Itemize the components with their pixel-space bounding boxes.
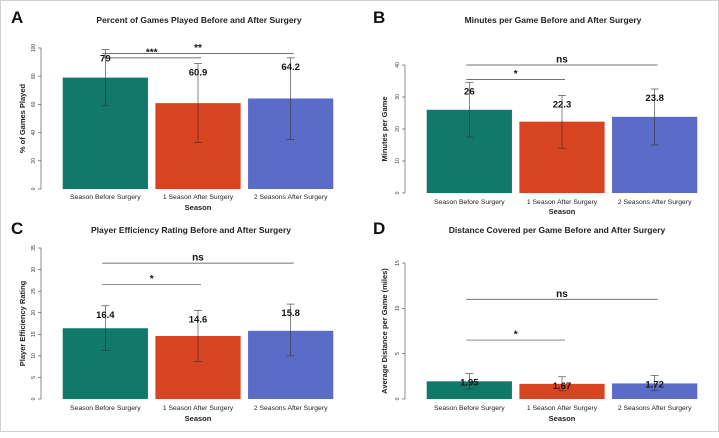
y-tick-label: 60: [31, 101, 37, 107]
data-label: 1.95: [460, 378, 479, 389]
data-label: 16.4: [96, 310, 115, 321]
chart-title: Player Efficiency Rating Before and Afte…: [91, 225, 291, 235]
significance-label: ns: [192, 253, 204, 264]
data-label: 15.8: [281, 308, 300, 319]
bar: [426, 381, 512, 399]
chart-panel-c: C Player Efficiency Rating Before and Aft…: [11, 219, 334, 423]
y-tick-label: 25: [31, 288, 37, 294]
significance-label: **: [194, 43, 202, 54]
y-tick-label: 40: [31, 130, 37, 136]
panel-letter: D: [373, 219, 385, 238]
y-tick-label: 80: [31, 73, 37, 79]
y-tick-label: 20: [395, 126, 401, 132]
x-axis-label: Season: [549, 207, 576, 216]
y-tick-label: 30: [31, 267, 37, 273]
significance-label: *: [514, 69, 518, 80]
data-label: 60.9: [189, 68, 208, 79]
y-tick-label: 100: [31, 44, 37, 53]
panel-letter: A: [11, 8, 23, 27]
chart-title: Distance Covered per Game Before and Aft…: [449, 225, 666, 235]
data-label: 14.6: [189, 315, 208, 326]
y-axis-label: % of Games Played: [18, 83, 27, 153]
category-label: 2 Seasons After Surgery: [618, 405, 692, 412]
y-tick-label: 20: [31, 158, 37, 164]
data-label: 1.67: [553, 381, 572, 392]
data-label: 1.72: [645, 379, 664, 390]
bar: [612, 383, 698, 399]
y-tick-label: 35: [31, 245, 37, 251]
category-label: 2 Seasons After Surgery: [254, 405, 328, 412]
category-label: 2 Seasons After Surgery: [618, 199, 692, 206]
chart-panel-a: A Percent of Games Played Before and Afte…: [11, 8, 334, 212]
chart-panel-d: D Distance Covered per Game Before and Af…: [373, 219, 698, 423]
category-label: Season Before Surgery: [434, 199, 505, 206]
y-axis-label: Player Efficiency Rating: [18, 280, 27, 366]
chart-title: Minutes per Game Before and After Surger…: [465, 15, 642, 25]
significance-label: *: [514, 330, 518, 341]
y-tick-label: 0: [395, 397, 401, 400]
category-label: 2 Seasons After Surgery: [254, 194, 328, 201]
y-tick-label: 30: [395, 94, 401, 100]
y-tick-label: 0: [31, 187, 37, 190]
x-axis-label: Season: [185, 414, 212, 423]
data-label: 79: [100, 53, 111, 64]
significance-label: ns: [556, 55, 568, 66]
y-tick-label: 20: [31, 310, 37, 316]
panel-letter: B: [373, 8, 385, 27]
y-tick-label: 5: [31, 376, 37, 379]
panel-letter: C: [11, 219, 23, 238]
y-tick-label: 0: [31, 397, 37, 400]
x-axis-label: Season: [549, 414, 576, 423]
y-tick-label: 10: [395, 305, 401, 311]
y-tick-label: 40: [395, 62, 401, 68]
data-label: 22.3: [553, 99, 572, 110]
category-label: 1 Season After Surgery: [163, 405, 234, 412]
chart-panel-b: B Minutes per Game Before and After Surge…: [373, 8, 698, 216]
y-tick-label: 5: [395, 352, 401, 355]
x-axis-label: Season: [185, 203, 212, 212]
significance-label: ***: [146, 47, 158, 58]
category-label: Season Before Surgery: [70, 194, 141, 201]
significance-label: *: [150, 274, 154, 285]
y-tick-label: 10: [31, 353, 37, 359]
category-label: 1 Season After Surgery: [527, 405, 598, 412]
category-label: Season Before Surgery: [434, 405, 505, 412]
significance-label: ns: [556, 289, 568, 300]
bar: [519, 383, 605, 399]
chart-title: Percent of Games Played Before and After…: [96, 15, 301, 25]
category-label: 1 Season After Surgery: [163, 194, 234, 201]
data-label: 64.2: [281, 62, 300, 73]
y-axis-label: Minutes per Game: [380, 96, 389, 161]
category-label: Season Before Surgery: [70, 405, 141, 412]
data-label: 23.8: [645, 93, 664, 104]
y-tick-label: 0: [395, 191, 401, 194]
y-axis-label: Average Distance per Game (miles): [380, 268, 389, 394]
y-tick-label: 15: [395, 260, 401, 266]
y-tick-label: 15: [31, 331, 37, 337]
data-label: 26: [464, 87, 475, 98]
y-tick-label: 10: [395, 158, 401, 164]
category-label: 1 Season After Surgery: [527, 199, 598, 206]
